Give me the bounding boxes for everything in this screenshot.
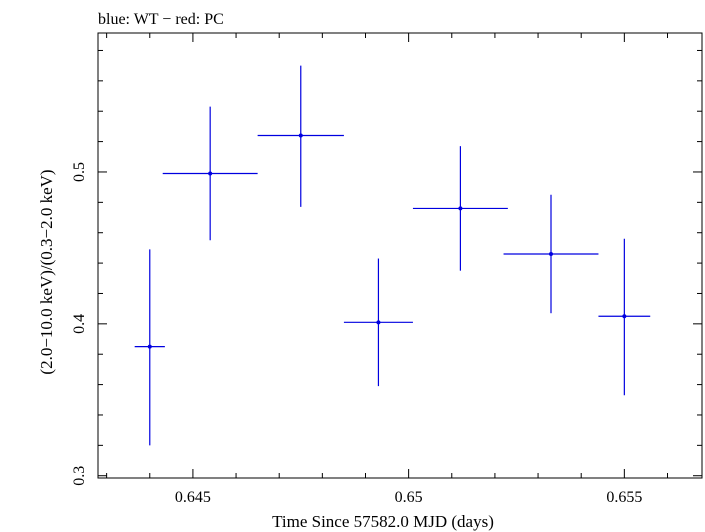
y-axis-label: (2.0−10.0 keV)/(0.3−2.0 keV) <box>37 169 56 374</box>
data-point <box>298 133 303 138</box>
y-axis: 0.3 0.4 0.5 <box>71 49 702 486</box>
data-point <box>622 314 627 319</box>
data-point <box>208 171 213 176</box>
data-point <box>549 251 553 256</box>
data-point <box>458 206 463 211</box>
y-tick-label: 0.4 <box>71 314 88 334</box>
data-point <box>147 344 152 349</box>
data-point <box>376 320 381 325</box>
y-tick-label: 0.3 <box>71 466 88 486</box>
plot-frame <box>97 32 703 479</box>
x-axis-label: Time Since 57582.0 MJD (days) <box>272 512 494 531</box>
x-tick-label: 0.655 <box>606 489 642 506</box>
data-series <box>134 65 651 446</box>
y-tick-label: 0.5 <box>71 162 88 182</box>
x-tick-label: 0.65 <box>395 489 423 506</box>
chart-title: blue: WT − red: PC <box>98 11 224 28</box>
x-tick-label: 0.645 <box>175 489 211 506</box>
x-axis: 0.645 0.65 0.655 <box>106 33 668 506</box>
